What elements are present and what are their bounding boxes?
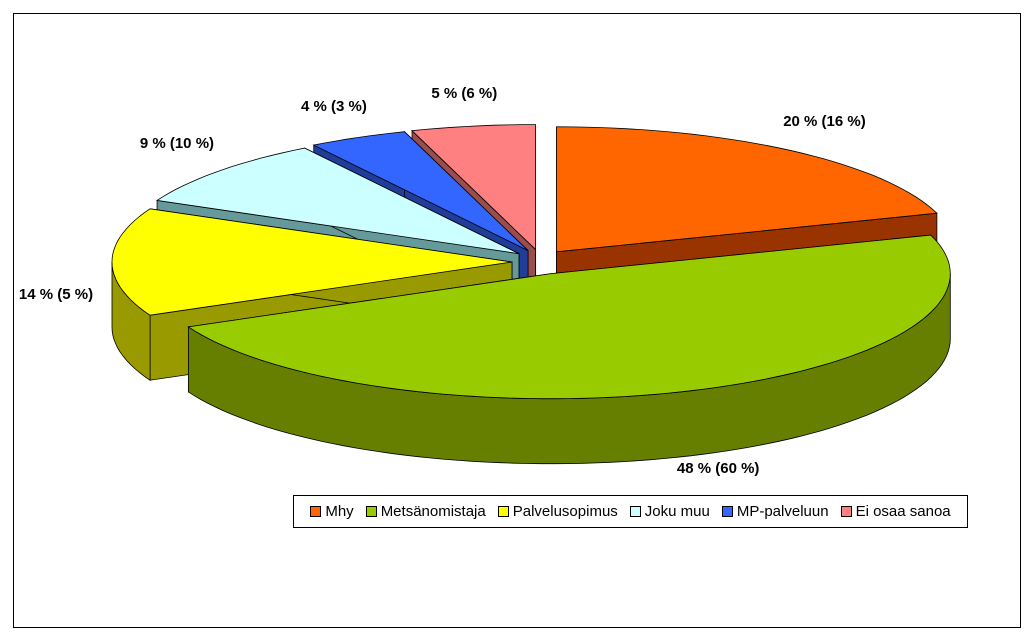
legend-item: Palvelusopimus <box>497 503 618 520</box>
data-label: 14 % (5 %) <box>18 285 94 303</box>
legend-item: Ei osaa sanoa <box>840 503 951 520</box>
legend-label: Palvelusopimus <box>512 503 618 520</box>
legend-swatch <box>365 506 377 517</box>
legend-swatch <box>629 506 641 517</box>
slice <box>312 131 529 251</box>
legend-item: MP-palveluun <box>721 503 829 520</box>
legend-swatch <box>310 506 322 517</box>
chart-border <box>13 13 1021 628</box>
legend-label: MP-palveluun <box>736 503 829 520</box>
legend: Mhy Metsänomistaja Palvelusopimus Joku muu M… <box>293 495 968 528</box>
slice <box>556 126 938 253</box>
legend-label: Ei osaa sanoa <box>855 503 951 520</box>
data-label: 20 % (16 %) <box>783 112 866 130</box>
legend-label: Joku muu <box>644 503 710 520</box>
slice <box>187 234 951 400</box>
legend-item: Joku muu <box>629 503 710 520</box>
legend-item: Metsänomistaja <box>365 503 486 520</box>
data-label: 4 % (3 %) <box>300 97 367 115</box>
slice <box>411 124 537 251</box>
data-label: 5 % (6 %) <box>431 84 498 102</box>
slice <box>187 234 951 465</box>
slice <box>155 147 520 255</box>
legend-item: Mhy <box>310 503 354 520</box>
legend-swatch <box>840 506 852 517</box>
data-label: 48 % (60 %) <box>676 459 760 477</box>
slice <box>111 208 513 316</box>
legend-swatch <box>721 506 733 517</box>
data-label: 9 % (10 %) <box>139 135 215 153</box>
legend-swatch <box>497 506 509 517</box>
legend-label: Metsänomistaja <box>380 503 486 520</box>
legend-label: Mhy <box>325 503 354 520</box>
